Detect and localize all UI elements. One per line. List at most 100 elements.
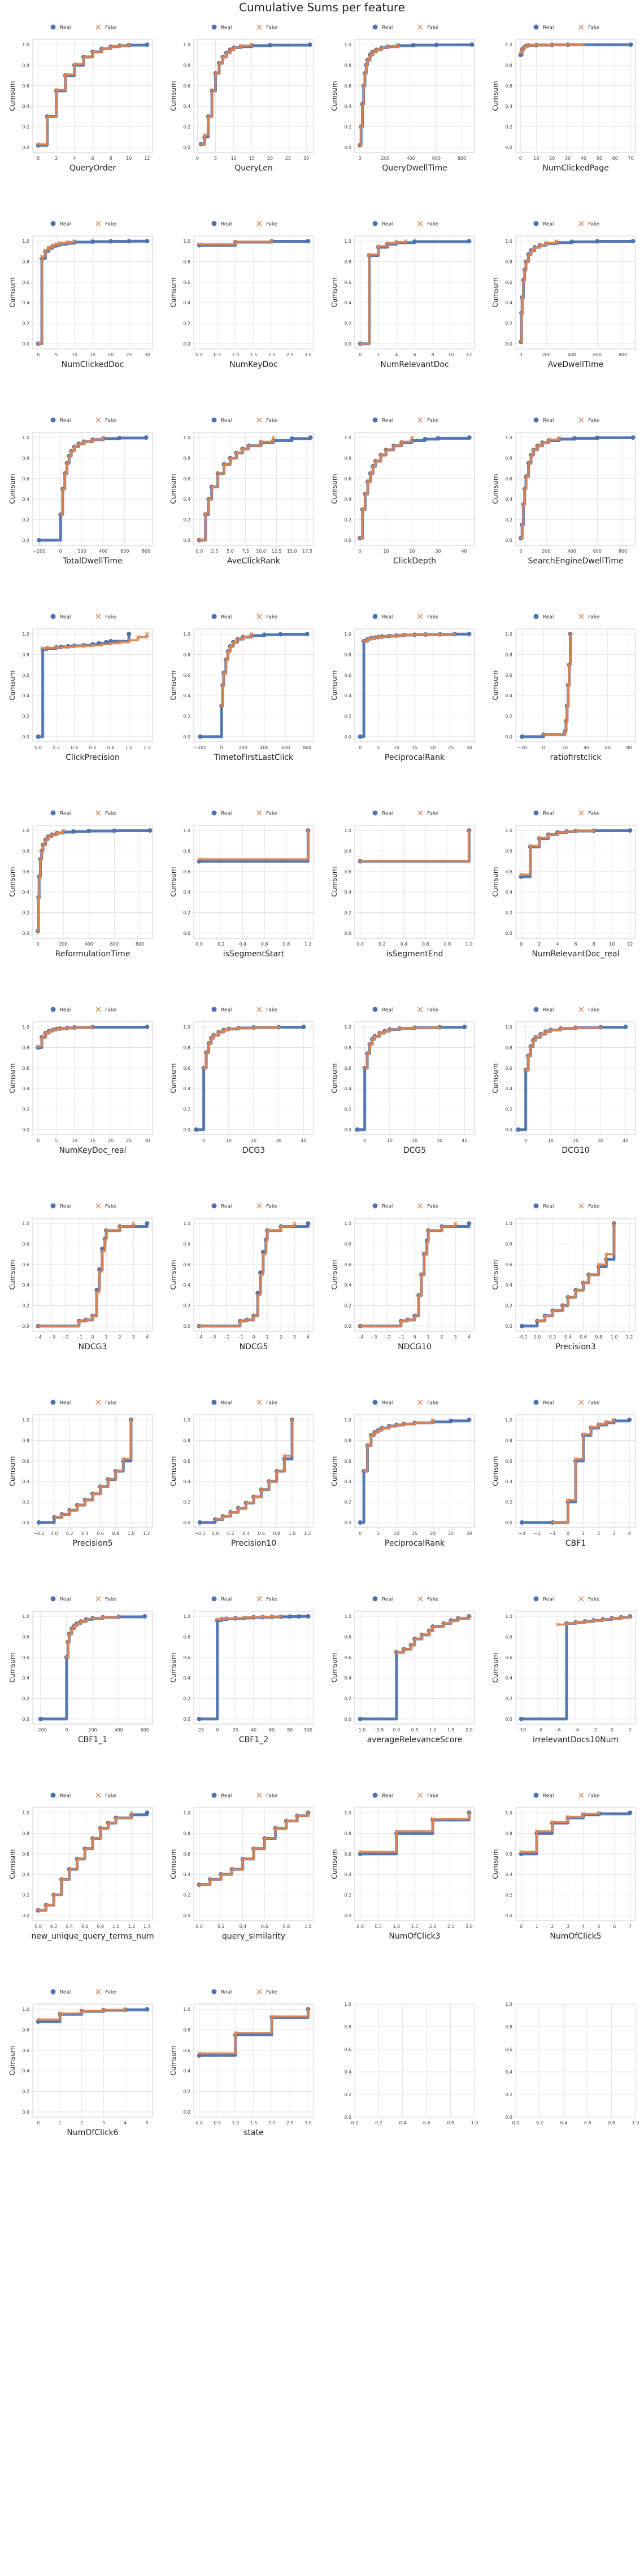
x-axis-label: NDCG3 [79, 1342, 107, 1352]
y-tick-label: 1.0 [183, 435, 190, 440]
data-point [362, 84, 366, 88]
data-point [557, 435, 562, 440]
data-point [368, 1042, 372, 1047]
y-axis-label: Cumsum [330, 474, 338, 504]
x-tick-label: 0.0 [512, 2120, 520, 2125]
x-tick-label: 0.0 [356, 942, 364, 947]
x-tick-label: 200 [59, 942, 67, 947]
x-tick-label: −0.2 [33, 1531, 44, 1536]
x-tick-label: 0 [363, 1138, 366, 1143]
y-tick-label: 1.0 [183, 42, 190, 47]
y-axis-label: Cumsum [8, 2045, 16, 2075]
data-point [145, 1025, 150, 1030]
y-tick-label: 0.4 [183, 1283, 190, 1288]
data-point [406, 1318, 410, 1322]
data-point [543, 1029, 548, 1034]
data-point [220, 1617, 224, 1621]
data-point [573, 1288, 578, 1292]
x-tick-label: 6 [91, 156, 94, 161]
data-point [537, 836, 542, 840]
x-tick-label: 1.0 [112, 1924, 120, 1929]
legend: Real Fake [50, 1989, 117, 1996]
data-point [99, 642, 104, 646]
y-tick-label: 0.8 [22, 652, 29, 657]
data-point [532, 448, 536, 452]
data-point [38, 1716, 43, 1721]
y-tick-label: 1.0 [22, 1810, 29, 1816]
y-tick-label: 0.0 [22, 342, 29, 347]
legend-label: Fake [427, 1794, 439, 1799]
data-point [227, 1027, 231, 1031]
legend-marker-fake [578, 1596, 584, 1602]
legend-label: Real [60, 1008, 71, 1013]
y-tick-label: 0.8 [505, 1831, 512, 1836]
series-line [520, 241, 558, 343]
x-tick-label: −1.0 [355, 1727, 365, 1733]
x-tick-label: 1.2 [304, 1531, 311, 1536]
legend-label: Real [221, 1794, 232, 1799]
y-tick-label: 0.0 [344, 2115, 351, 2120]
x-tick-label: 40 [461, 549, 467, 554]
legend-marker-fake [578, 417, 584, 423]
data-point [265, 1228, 269, 1233]
x-tick-label: 0.6 [423, 2120, 430, 2125]
y-tick-label: 0.2 [344, 1893, 351, 1898]
legend: Real Fake [372, 1007, 439, 1013]
data-point [426, 1228, 430, 1233]
subplot-32: Real Fake −3 −2 −1 0 1 2 3 4 0.0 0.2 0.4 0.6 0.8 1.0 CBF… [491, 1399, 636, 1548]
axes-frame [354, 825, 475, 939]
x-tick-label: 0.6 [261, 1924, 268, 1929]
data-point [425, 1240, 429, 1244]
y-tick-label: 0.2 [344, 2092, 351, 2097]
data-point [456, 1616, 460, 1621]
x-tick-label: 0.2 [53, 745, 60, 750]
data-point [40, 849, 44, 853]
legend: Real Fake [50, 1399, 117, 1406]
data-point [619, 1615, 623, 1620]
x-tick-label: 0 [37, 2120, 40, 2125]
data-point [547, 438, 551, 442]
x-tick-label: −200 [194, 745, 206, 750]
x-tick-label: 20 [267, 156, 273, 161]
legend-label: Fake [427, 418, 439, 424]
x-axis-label: isSegmentStart [223, 950, 285, 959]
x-tick-label: 0.6 [89, 745, 97, 750]
y-axis-label: Cumsum [169, 1063, 177, 1093]
subplot-21: Real Fake 0 5 10 15 20 25 30 0.0 0.2 0.4 0.6 0.8 1.0 Nu… [8, 1007, 153, 1155]
data-point [524, 1068, 528, 1072]
legend-marker-real [50, 1399, 56, 1405]
data-point [358, 1716, 363, 1721]
data-point [519, 1323, 524, 1328]
x-tick-label: 15 [412, 745, 417, 750]
data-point [262, 632, 267, 637]
data-point [301, 1025, 306, 1030]
data-point [610, 1616, 614, 1621]
series-fake [363, 1025, 442, 1070]
x-axis-label: CBF1 [565, 1539, 586, 1548]
data-point [516, 1127, 521, 1132]
legend-label: Real [382, 418, 393, 424]
x-tick-label: 0.8 [282, 1924, 290, 1929]
y-tick-label: 1.0 [22, 1614, 29, 1619]
data-point [81, 644, 86, 648]
x-tick-label: 1.5 [250, 2120, 258, 2125]
data-point [75, 1621, 79, 1626]
legend-label: Fake [427, 1597, 439, 1603]
y-tick-label: 0.6 [183, 280, 190, 285]
data-point [63, 471, 67, 476]
y-tick-label: 0.2 [183, 1500, 190, 1505]
y-tick-label: 0.0 [22, 1324, 29, 1329]
x-tick-label: 5 [377, 1531, 380, 1536]
legend-label: Fake [266, 222, 278, 228]
subplot-18: Real Fake 0.0 0.2 0.4 0.6 0.8 1.0 0.0 0.2 0.4 0.6 0.… [169, 810, 314, 959]
y-tick-label: 0.6 [344, 1459, 351, 1464]
x-tick-label: 0.4 [400, 942, 407, 947]
data-point [612, 1221, 616, 1226]
y-axis-label: Cumsum [169, 2045, 177, 2075]
x-tick-label: −1 [237, 1335, 243, 1340]
data-point [82, 439, 86, 444]
axes-frame [354, 39, 475, 153]
data-point [363, 71, 367, 76]
subplot-7: Real Fake 0 2 4 6 8 10 12 0.0 0.2 0.4 0.6 0.8 1.0 NumRe… [330, 221, 475, 369]
legend-label: Real [60, 1204, 71, 1210]
